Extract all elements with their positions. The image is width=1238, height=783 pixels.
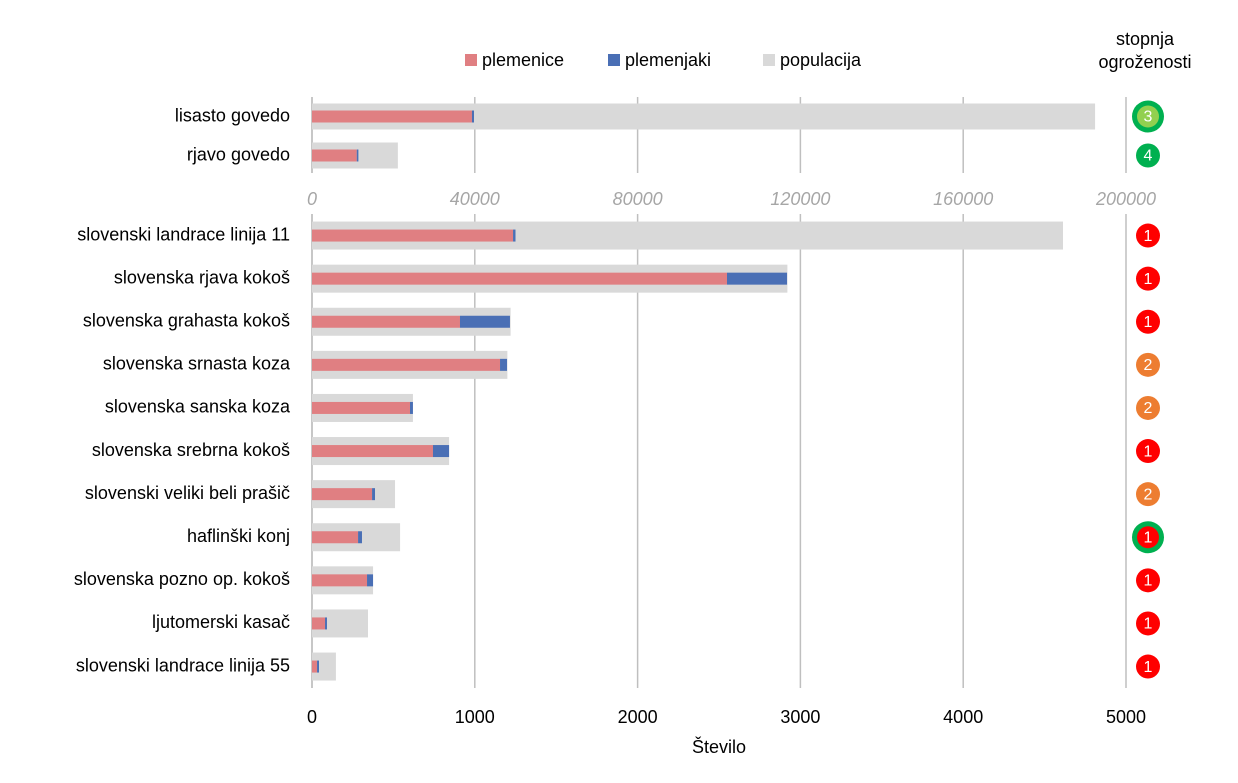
bar-background bbox=[312, 652, 336, 681]
bar bbox=[410, 401, 413, 414]
x-tick-label: 3000 bbox=[780, 707, 820, 727]
threat-label: 1 bbox=[1144, 616, 1153, 633]
threat-label: 1 bbox=[1144, 573, 1153, 590]
category-label: slovenska grahasta kokoš bbox=[83, 311, 290, 331]
bar bbox=[312, 272, 727, 285]
bar bbox=[317, 660, 320, 673]
threat-label: 2 bbox=[1144, 486, 1153, 503]
bar bbox=[312, 660, 318, 673]
bar bbox=[312, 574, 368, 587]
x-tick-label: 4000 bbox=[943, 707, 983, 727]
x-tick-label: 0 bbox=[307, 189, 317, 209]
legend-swatch bbox=[763, 54, 775, 66]
bar bbox=[432, 445, 450, 458]
bar bbox=[459, 315, 510, 328]
x-tick-label: 0 bbox=[307, 707, 317, 727]
category-label: slovenski veliki beli prašič bbox=[85, 483, 290, 503]
x-tick-label: 160000 bbox=[933, 189, 993, 209]
bar bbox=[312, 401, 411, 414]
category-label: slovenska sanska koza bbox=[105, 397, 291, 417]
bar bbox=[513, 229, 516, 242]
bar bbox=[726, 272, 788, 285]
category-label: slovenska pozno op. kokoš bbox=[74, 569, 290, 589]
category-label: slovenska rjava kokoš bbox=[114, 267, 290, 287]
category-label: slovenski landrace linija 11 bbox=[77, 224, 290, 244]
x-tick-label: 40000 bbox=[450, 189, 500, 209]
legend-swatch bbox=[465, 54, 477, 66]
threat-badge bbox=[1136, 266, 1160, 291]
x-tick-label: 2000 bbox=[618, 707, 658, 727]
bar bbox=[325, 617, 327, 630]
category-label: slovenska srebrna kokoš bbox=[92, 440, 290, 460]
bar bbox=[312, 149, 357, 162]
threat-label: 2 bbox=[1144, 357, 1153, 374]
threat-badge bbox=[1136, 482, 1160, 507]
category-label: lisasto govedo bbox=[175, 105, 290, 125]
threat-label: 1 bbox=[1144, 314, 1153, 331]
bar bbox=[312, 358, 501, 371]
bar bbox=[312, 229, 514, 242]
threat-label: 1 bbox=[1144, 659, 1153, 676]
threat-badge bbox=[1136, 611, 1160, 636]
threat-badge bbox=[1136, 568, 1160, 593]
bar bbox=[312, 445, 433, 458]
x-tick-label: 1000 bbox=[455, 707, 495, 727]
x-tick-label: 80000 bbox=[613, 189, 663, 209]
category-label: haflinški konj bbox=[187, 526, 290, 546]
category-label: ljutomerski kasač bbox=[152, 612, 290, 632]
category-label: slovenska srnasta koza bbox=[103, 354, 291, 374]
bar bbox=[312, 617, 326, 630]
threat-label: 1 bbox=[1144, 228, 1153, 245]
category-label: rjavo govedo bbox=[187, 144, 290, 164]
threat-badge bbox=[1137, 105, 1159, 128]
bar bbox=[471, 110, 474, 123]
legend-swatch bbox=[608, 54, 620, 66]
bar bbox=[312, 488, 373, 501]
bar bbox=[372, 488, 376, 501]
threat-badge bbox=[1136, 223, 1160, 248]
threat-label: 1 bbox=[1144, 271, 1153, 288]
threat-title: stopnja ogroženosti bbox=[1098, 29, 1192, 72]
bar bbox=[367, 574, 374, 587]
threat-label: 3 bbox=[1144, 109, 1153, 126]
bar bbox=[358, 531, 362, 544]
threat-badge bbox=[1136, 395, 1160, 420]
bar bbox=[500, 358, 508, 371]
bar bbox=[312, 315, 460, 328]
x-axis-title: Število bbox=[692, 736, 746, 757]
threat-badge bbox=[1136, 654, 1160, 679]
bar bbox=[312, 531, 359, 544]
legend-label: plemenjaki bbox=[625, 50, 711, 70]
category-label: slovenski landrace linija 55 bbox=[76, 655, 290, 675]
threat-badge bbox=[1137, 526, 1159, 549]
legend-label: plemenice bbox=[482, 50, 564, 70]
threat-label: 4 bbox=[1144, 148, 1153, 165]
x-tick-label: 5000 bbox=[1106, 707, 1146, 727]
threat-badge bbox=[1136, 352, 1160, 377]
threat-badge bbox=[1136, 309, 1160, 334]
legend-label: populacija bbox=[780, 50, 862, 70]
threat-badge bbox=[1136, 143, 1160, 168]
threat-label: 2 bbox=[1144, 400, 1153, 417]
x-tick-label: 120000 bbox=[770, 189, 830, 209]
bar bbox=[312, 110, 472, 123]
x-tick-label: 200000 bbox=[1095, 189, 1156, 209]
bar bbox=[356, 149, 359, 162]
threat-label: 1 bbox=[1144, 529, 1153, 546]
threat-label: 1 bbox=[1144, 443, 1153, 460]
threat-badge bbox=[1136, 439, 1160, 464]
